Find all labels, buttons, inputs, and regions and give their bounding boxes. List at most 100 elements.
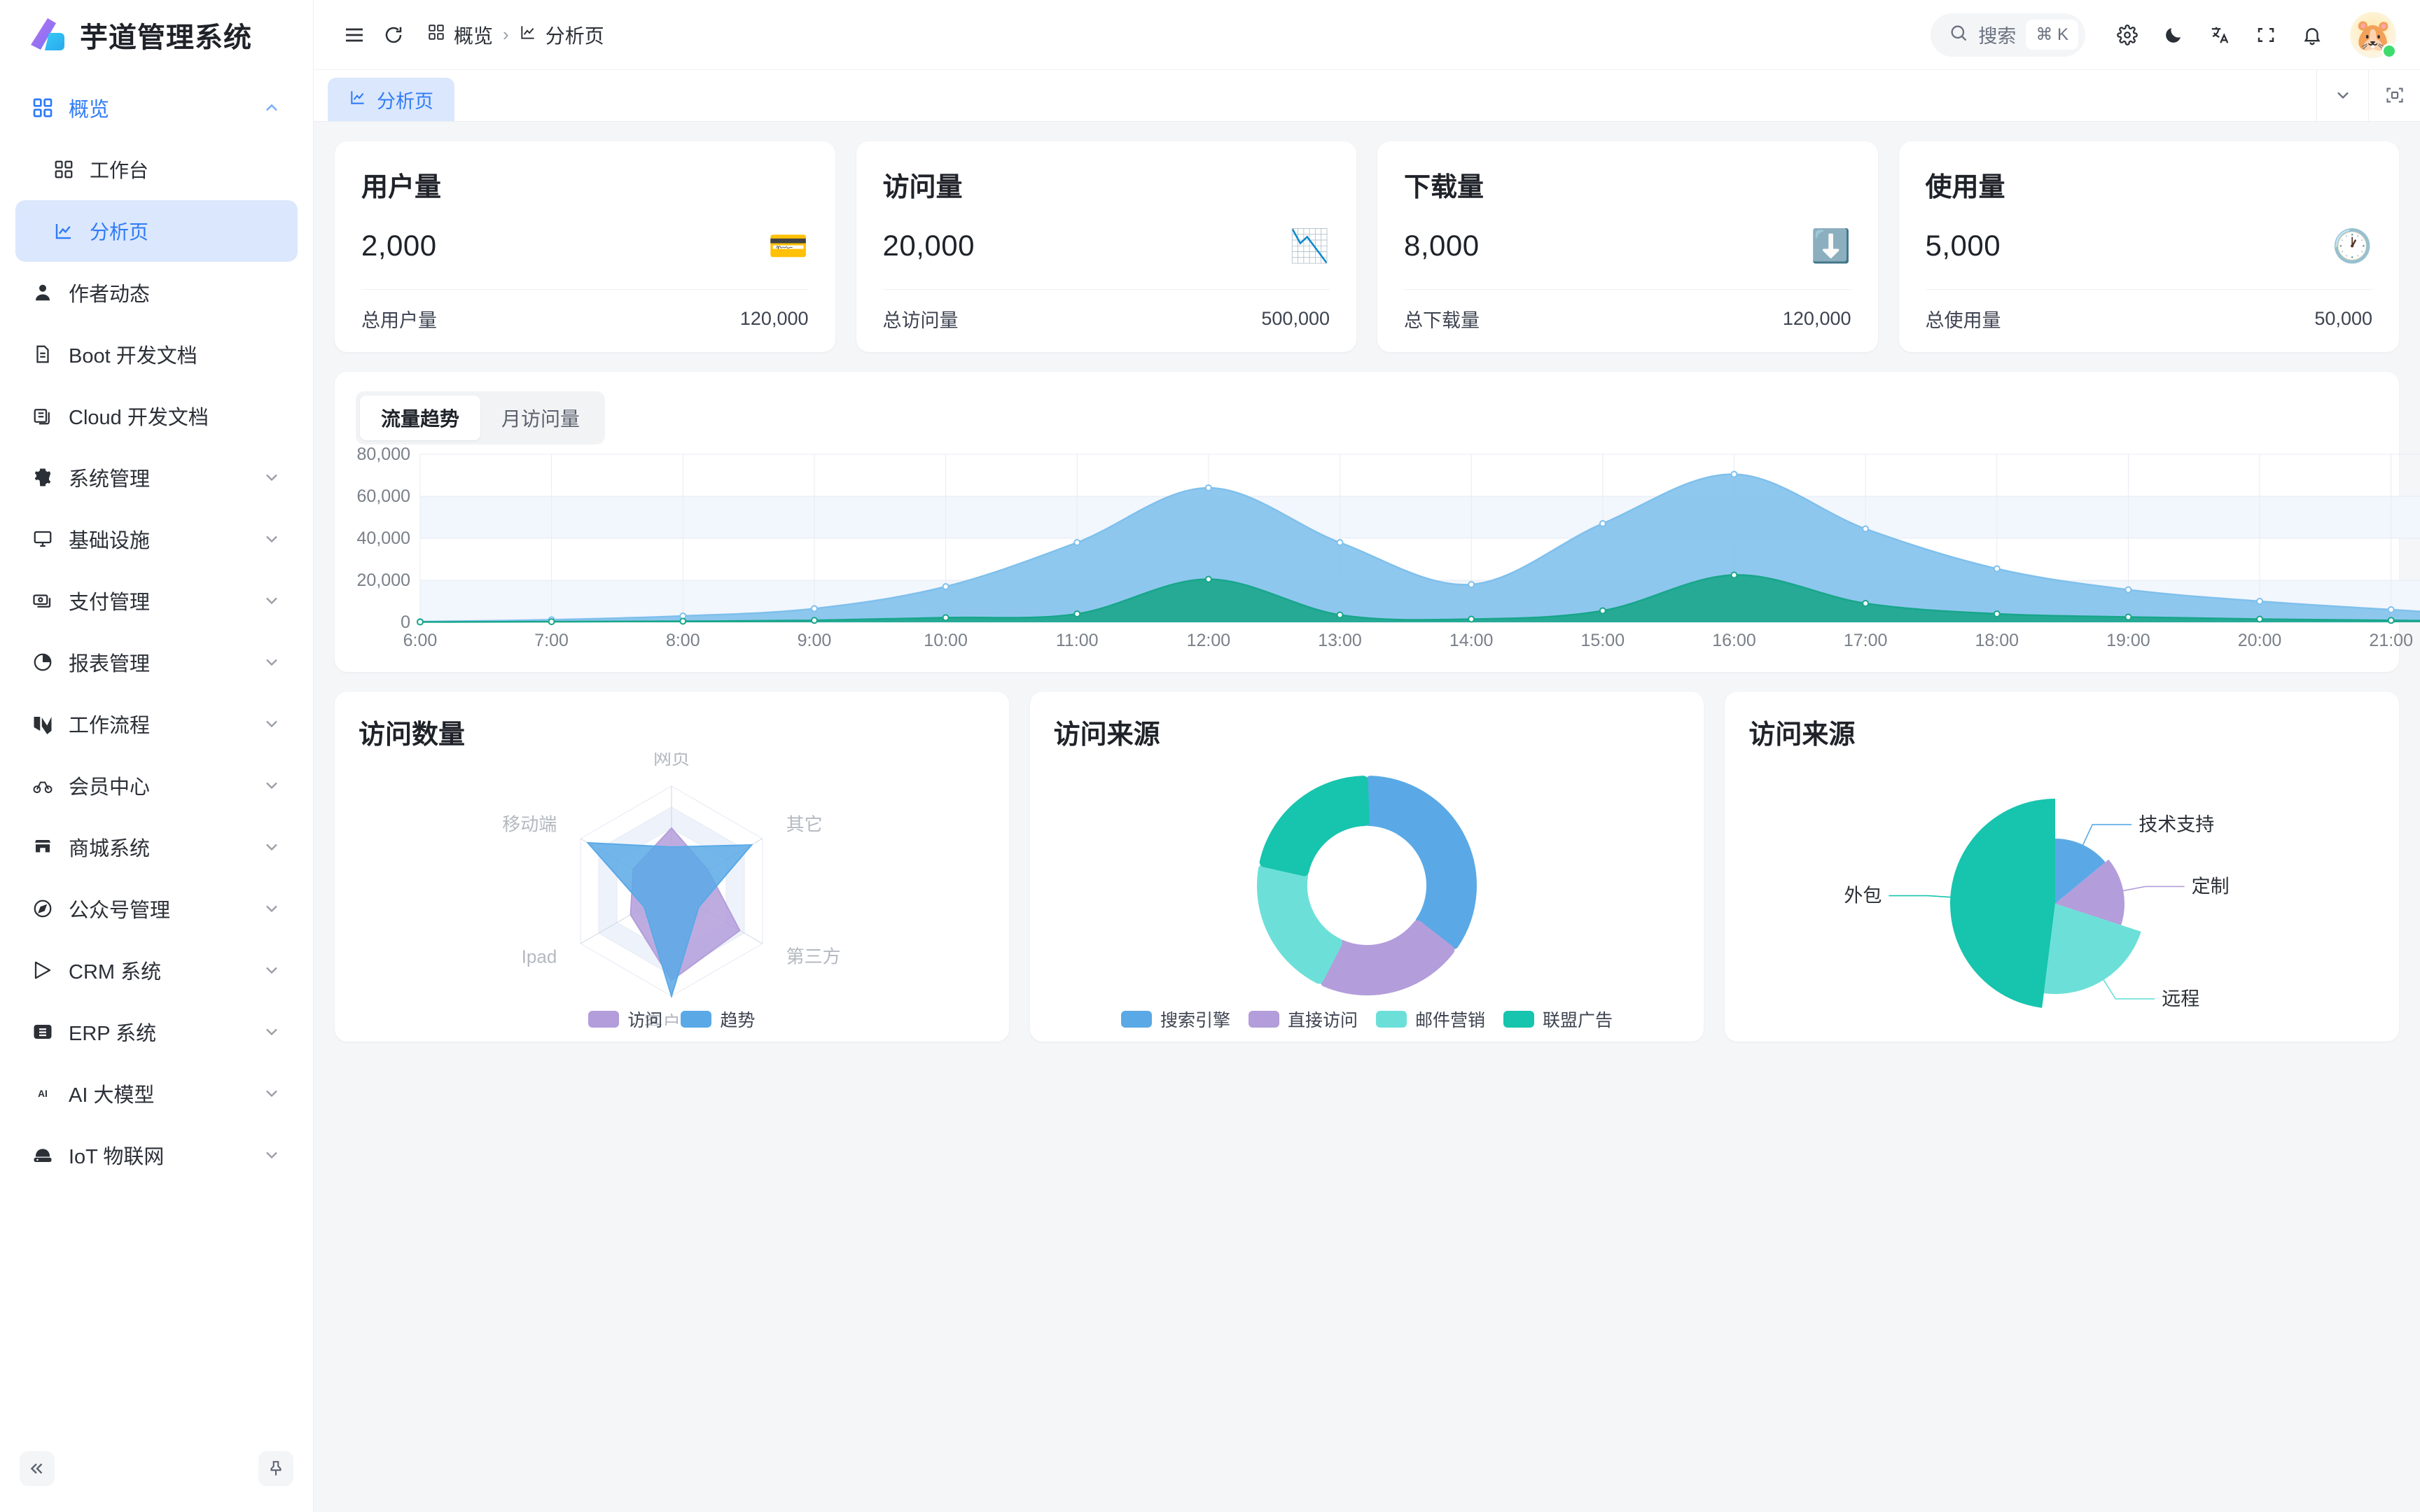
erp-icon (31, 1020, 55, 1044)
pin-sidebar-button[interactable] (258, 1451, 293, 1486)
svg-text:40,000: 40,000 (357, 528, 410, 548)
grid-icon (52, 158, 76, 181)
avatar[interactable]: 🐹 (2350, 11, 2397, 59)
card-title: 用户量 (361, 173, 442, 202)
hamburger-icon[interactable] (335, 15, 374, 55)
sidebar-item-label: 概览 (69, 99, 110, 121)
sidebar-item-payment[interactable]: 支付管理 (15, 570, 298, 631)
svg-text:60,000: 60,000 (357, 486, 410, 506)
refresh-icon[interactable] (374, 15, 413, 55)
tab-analysis[interactable]: 分析页 (328, 78, 454, 121)
svg-text:其它: 其它 (786, 814, 823, 835)
dark-mode-button[interactable] (2154, 15, 2193, 55)
legend-item[interactable]: 直接访问 (1248, 1007, 1358, 1032)
card-title: 下载量 (1404, 173, 1484, 202)
download-arrow-icon: ⬇️ (1811, 227, 1851, 264)
sidebar-item-report[interactable]: 报表管理 (15, 631, 298, 693)
trend-tab-group: 流量趋势 月访问量 (356, 391, 606, 444)
svg-text:9:00: 9:00 (798, 631, 832, 650)
chevron-down-icon (261, 1144, 282, 1166)
stat-card-users: 用户量 2,000 💳 总用户量 120,000 (335, 141, 835, 352)
search-input[interactable]: 搜索 ⌘ K (1931, 13, 2085, 57)
legend-swatch (1376, 1011, 1407, 1028)
sidebar: 芋道管理系统 概览 工作台 (0, 0, 314, 1512)
sidebar-item-boot-docs[interactable]: Boot 开发文档 (15, 323, 298, 385)
breadcrumb-label: 概览 (454, 24, 494, 47)
sidebar-item-label: Cloud 开发文档 (69, 407, 209, 429)
svg-text:技术支持: 技术支持 (2139, 814, 2214, 835)
sidebar-item-label: 工作流程 (69, 715, 151, 737)
sidebar-item-label: 会员中心 (69, 776, 151, 799)
sidebar-item-label: 作者动态 (69, 284, 151, 306)
sidebar-item-overview[interactable]: 概览 (15, 77, 298, 139)
topbar-actions: 搜索 ⌘ K 🐹 (1931, 11, 2397, 59)
legend-item[interactable]: 邮件营销 (1376, 1007, 1485, 1032)
legend-item[interactable]: 访问 (588, 1007, 662, 1032)
sidebar-item-infrastructure[interactable]: 基础设施 (15, 508, 298, 570)
breadcrumb-item-overview[interactable]: 概览 (427, 21, 493, 49)
language-button[interactable] (2200, 15, 2239, 55)
legend-label: 搜索引擎 (1160, 1011, 1230, 1030)
card-foot-label: 总用户量 (361, 310, 437, 331)
sidebar-item-workbench[interactable]: 工作台 (15, 139, 298, 200)
fullscreen-button[interactable] (2246, 15, 2286, 55)
online-status-dot (2381, 43, 2397, 59)
yudao-logo-icon (25, 15, 66, 55)
collapse-sidebar-button[interactable] (20, 1451, 55, 1486)
visit-source-donut-chart[interactable] (1080, 751, 1654, 1017)
sidebar-item-crm[interactable]: CRM 系统 (15, 939, 298, 1001)
copy-document-icon (31, 404, 55, 428)
tab-traffic-trend[interactable]: 流量趋势 (360, 396, 481, 440)
breadcrumb-separator: › (503, 24, 509, 45)
legend-label: 直接访问 (1287, 1011, 1358, 1030)
tab-monthly-visits[interactable]: 月访问量 (501, 408, 580, 430)
sidebar-item-analysis[interactable]: 分析页 (15, 200, 298, 262)
breadcrumb-item-analysis[interactable]: 分析页 (519, 21, 604, 49)
legend-item[interactable]: 联盟广告 (1503, 1007, 1613, 1032)
legend-item[interactable]: 趋势 (681, 1007, 755, 1032)
svg-text:6:00: 6:00 (403, 631, 438, 650)
sidebar-item-workflow[interactable]: 工作流程 (15, 693, 298, 755)
tab-dropdown-button[interactable] (2316, 69, 2368, 121)
chevron-down-icon (261, 528, 282, 550)
svg-text:10:00: 10:00 (924, 631, 968, 650)
sidebar-footer (0, 1435, 313, 1512)
svg-text:13:00: 13:00 (1318, 631, 1362, 650)
sidebar-item-cloud-docs[interactable]: Cloud 开发文档 (15, 385, 298, 447)
sidebar-item-label: 公众号管理 (69, 899, 171, 922)
sidebar-item-ai-model[interactable]: AI AI 大模型 (15, 1063, 298, 1124)
notifications-button[interactable] (2293, 15, 2332, 55)
sidebar-item-system-management[interactable]: 系统管理 (15, 447, 298, 508)
sidebar-item-official-account[interactable]: 公众号管理 (15, 878, 298, 939)
traffic-trend-chart[interactable]: 0 20,000 40,000 60,000 80,000 6:00 7:00 8:00 9:0… (356, 444, 2420, 653)
sidebar-item-mall-system[interactable]: 商城系统 (15, 816, 298, 878)
bicycle-icon (31, 774, 55, 797)
legend-swatch (1248, 1011, 1279, 1028)
sidebar-item-member-center[interactable]: 会员中心 (15, 755, 298, 816)
legend-label: 邮件营销 (1415, 1011, 1486, 1030)
monitor-icon (31, 527, 55, 551)
legend-label: 联盟广告 (1543, 1011, 1613, 1030)
svg-text:移动端: 移动端 (503, 814, 557, 835)
legend-item[interactable]: 搜索引擎 (1120, 1007, 1230, 1032)
sidebar-item-label: 商城系统 (69, 838, 151, 860)
maximize-content-button[interactable] (2368, 69, 2420, 121)
chevron-down-icon (261, 1083, 282, 1104)
avatar-image: 🐹 (2350, 11, 2396, 58)
brand-title: 芋道管理系统 (80, 22, 252, 53)
ai-icon: AI (31, 1082, 55, 1105)
sidebar-item-label: 系统管理 (69, 468, 151, 491)
sidebar-item-label: ERP 系统 (69, 1023, 157, 1045)
chevron-down-icon (261, 898, 282, 919)
chevron-down-icon (261, 836, 282, 858)
settings-button[interactable] (2108, 15, 2147, 55)
brand[interactable]: 芋道管理系统 (0, 0, 313, 70)
card-foot-value: 120,000 (739, 308, 809, 329)
sidebar-item-label: 分析页 (90, 221, 149, 243)
sidebar-item-author-news[interactable]: 作者动态 (15, 262, 298, 323)
sidebar-item-iot[interactable]: IoT 物联网 (15, 1124, 298, 1186)
svg-text:11:00: 11:00 (1056, 631, 1099, 650)
sidebar-item-erp[interactable]: ERP 系统 (15, 1001, 298, 1063)
